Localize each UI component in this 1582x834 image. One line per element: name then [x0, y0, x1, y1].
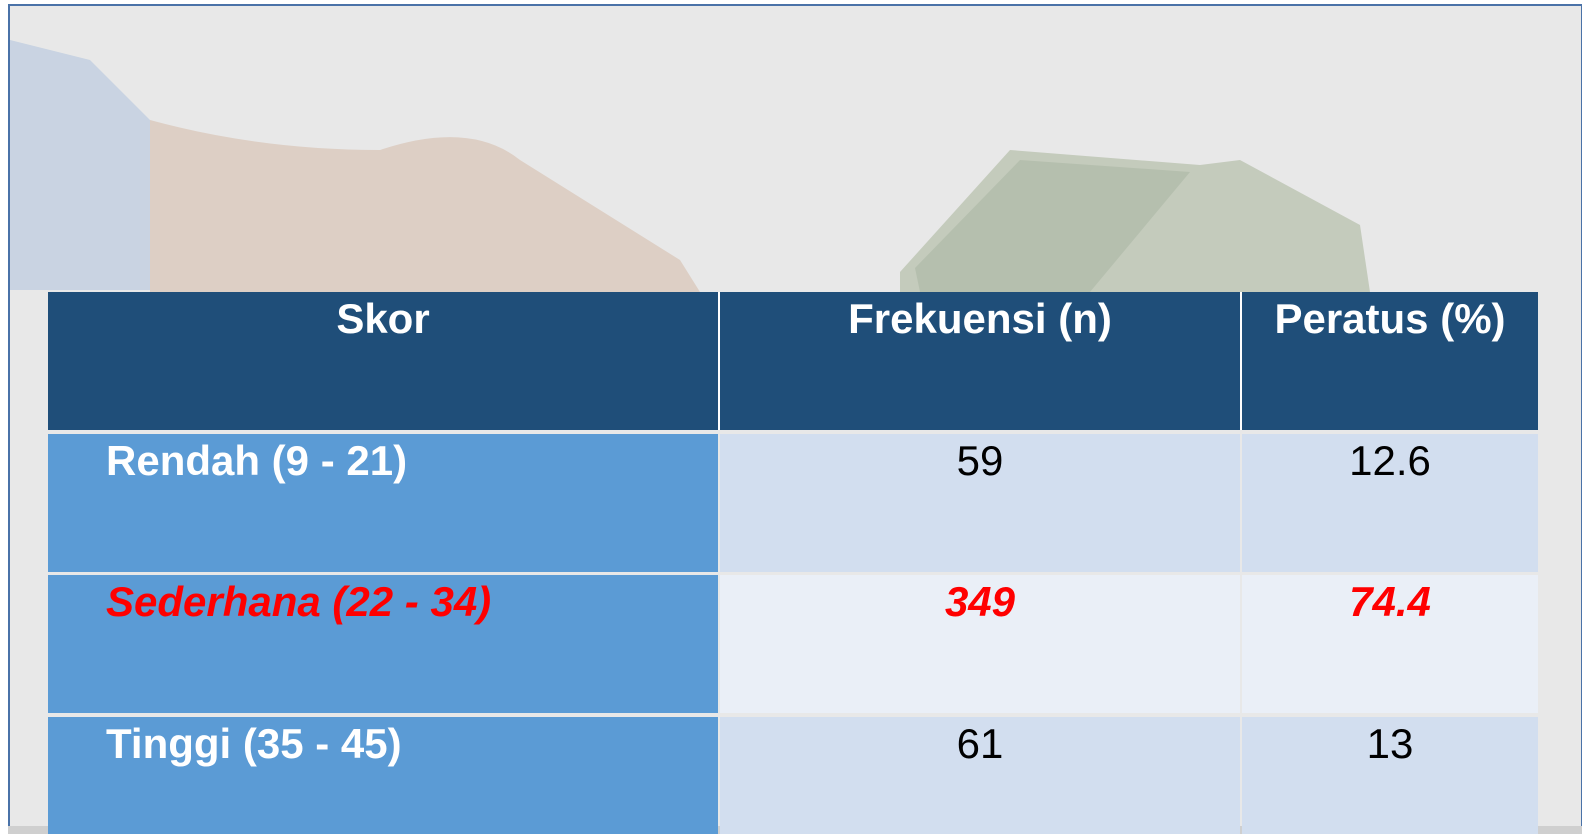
- table: Skor Frekuensi (n) Peratus (%) Rendah (9 - …: [48, 292, 1538, 834]
- row-label: Sederhana (22 - 34): [106, 578, 491, 625]
- cell-value: 61: [957, 720, 1004, 767]
- header-divider: [718, 292, 720, 430]
- header-cell: Skor: [336, 295, 429, 342]
- header-cell: Peratus (%): [1274, 295, 1505, 342]
- cell-value: 59: [957, 437, 1004, 484]
- row-label: Rendah (9 - 21): [106, 437, 407, 484]
- slide: Skor Frekuensi (n) Peratus (%) Rendah (9 - …: [0, 0, 1582, 834]
- header-divider: [1240, 292, 1242, 430]
- cell-value: 74.4: [1349, 578, 1431, 625]
- row-label: Tinggi (35 - 45): [106, 720, 402, 767]
- cell-value: 349: [945, 578, 1016, 625]
- cell-value: 12.6: [1349, 437, 1431, 484]
- cell-value: 13: [1367, 720, 1414, 767]
- header-cell: Frekuensi (n): [848, 295, 1112, 342]
